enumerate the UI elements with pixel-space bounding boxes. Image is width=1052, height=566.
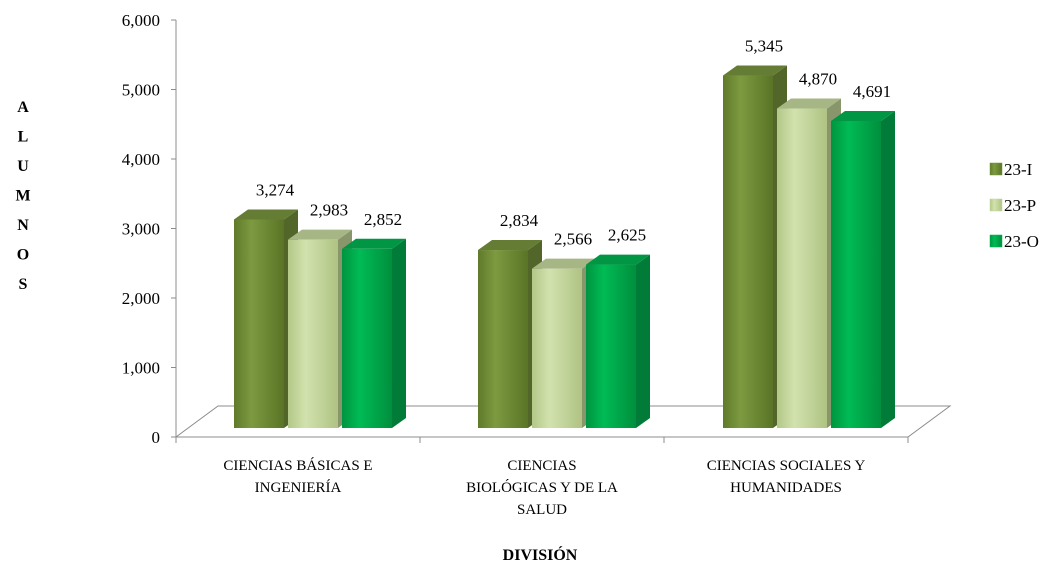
bar-front bbox=[532, 268, 582, 428]
data-label: 2,852 bbox=[364, 210, 402, 229]
bar-top bbox=[342, 238, 406, 249]
legend-label: 23-I bbox=[1004, 160, 1033, 179]
data-label: 5,345 bbox=[745, 37, 783, 56]
category-label: CIENCIAS BIOLÓGICAS Y DE LA SALUD bbox=[466, 458, 618, 518]
bar-top bbox=[234, 209, 298, 220]
bar-front bbox=[234, 219, 284, 428]
legend-swatch bbox=[989, 234, 1003, 248]
bar-front bbox=[586, 264, 636, 428]
y-tick-label: 1,000 bbox=[122, 359, 160, 378]
data-label: 4,870 bbox=[799, 70, 837, 89]
x-axis-title: DIVISIÓN bbox=[503, 545, 578, 564]
bar-top bbox=[723, 65, 787, 76]
legend-item-23-I: 23-I bbox=[989, 160, 1033, 179]
y-tick-label: 5,000 bbox=[122, 81, 160, 100]
category-label: CIENCIAS SOCIALES Y HUMANIDADES bbox=[707, 458, 866, 496]
data-label: 2,834 bbox=[500, 211, 539, 230]
legend-label: 23-P bbox=[1004, 196, 1036, 215]
data-label: 4,691 bbox=[853, 82, 891, 101]
bar-front bbox=[342, 248, 392, 428]
y-axis-ticks: 0 1,000 2,000 3,000 4,000 5,000 6,000 bbox=[122, 11, 176, 447]
data-label: 2,983 bbox=[310, 201, 348, 220]
legend-item-23-P: 23-P bbox=[989, 196, 1036, 215]
data-label: 2,625 bbox=[608, 226, 646, 245]
bars-group bbox=[234, 65, 895, 429]
bar-side bbox=[636, 254, 650, 428]
data-label: 2,566 bbox=[554, 230, 592, 249]
legend-item-23-O: 23-O bbox=[989, 232, 1039, 251]
bar-23-O-0 bbox=[342, 238, 406, 428]
bar-23-O-1 bbox=[586, 254, 650, 428]
bar-top bbox=[777, 98, 841, 109]
category-label: CIENCIAS BÁSICAS E INGENIERÍA bbox=[223, 457, 372, 496]
bar-top bbox=[532, 258, 596, 269]
bar-front bbox=[777, 108, 827, 428]
bar-front bbox=[723, 75, 773, 429]
bar-side bbox=[881, 110, 895, 429]
legend: 23-I 23-P 23-O bbox=[989, 160, 1039, 251]
bar-side bbox=[392, 238, 406, 428]
bar-top bbox=[478, 240, 542, 251]
y-tick-label: 6,000 bbox=[122, 11, 160, 30]
y-tick-label: 2,000 bbox=[122, 289, 160, 308]
bar-23-O-2 bbox=[831, 110, 895, 429]
legend-label: 23-O bbox=[1004, 232, 1039, 251]
y-tick-label: 0 bbox=[152, 428, 161, 447]
legend-swatch bbox=[989, 198, 1003, 212]
bar-front bbox=[831, 120, 881, 429]
legend-swatch bbox=[989, 162, 1003, 176]
bar-front bbox=[478, 250, 528, 428]
y-tick-label: 4,000 bbox=[122, 150, 160, 169]
y-tick-label: 3,000 bbox=[122, 220, 160, 239]
category-labels-group: CIENCIAS BÁSICAS E INGENIERÍA CIENCIAS BIOL… bbox=[223, 457, 865, 518]
bar-front bbox=[288, 239, 338, 428]
bar-top bbox=[288, 229, 352, 240]
bar-top bbox=[831, 110, 895, 121]
bar-top bbox=[586, 254, 650, 265]
data-label: 3,274 bbox=[256, 180, 295, 199]
data-labels-group: 3,274 2,983 2,852 2,834 2,566 2,625 5,345 4,870… bbox=[256, 37, 891, 249]
